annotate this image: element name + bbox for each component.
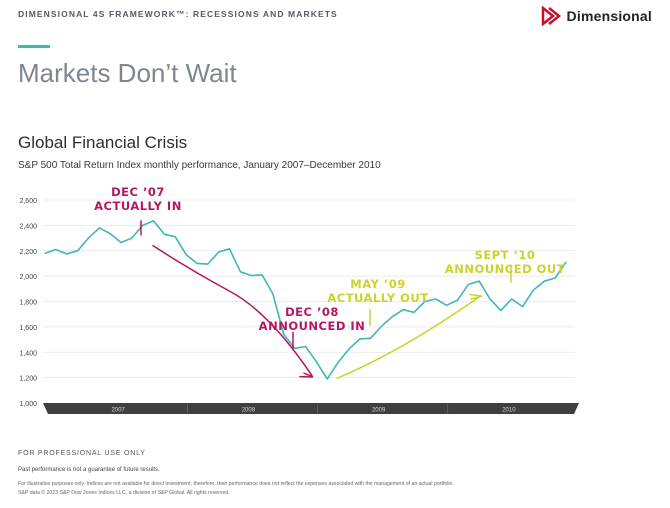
data-point — [131, 237, 133, 239]
data-point — [337, 361, 339, 363]
data-point — [120, 241, 122, 244]
data-point — [142, 224, 144, 226]
data-point — [554, 277, 556, 279]
data-point — [348, 348, 350, 350]
data-point — [185, 254, 187, 256]
data-point — [413, 311, 415, 313]
year-label: 2007 — [111, 408, 125, 414]
year-label: 2008 — [242, 408, 256, 414]
data-point — [532, 289, 535, 291]
annotation-label: ACTUALLY OUT — [327, 291, 428, 305]
annotation-label: ACTUALLY IN — [94, 199, 182, 213]
copyright-note: S&P data © 2023 S&P Dow Jones Indices LL… — [18, 490, 230, 496]
y-tick-label: 2,000 — [19, 274, 37, 281]
data-point — [55, 248, 57, 251]
data-point — [239, 271, 241, 273]
past-performance-note: Past performance is not a guarantee of f… — [18, 467, 160, 473]
data-point — [424, 300, 426, 303]
data-point — [315, 361, 317, 363]
decline-arrow — [152, 244, 313, 377]
data-point — [98, 227, 100, 229]
recovery-arrow — [336, 295, 481, 380]
data-point — [359, 338, 361, 340]
dimensional-logo-icon — [541, 6, 561, 26]
data-point — [456, 299, 459, 301]
data-point — [109, 233, 111, 235]
logo-text: Dimensional — [566, 8, 652, 24]
data-point — [446, 304, 448, 306]
data-point — [467, 283, 469, 285]
data-point — [435, 298, 437, 300]
data-point — [196, 262, 198, 264]
data-point — [294, 347, 296, 349]
sp500-line — [44, 220, 567, 380]
y-tick-label: 1,800 — [19, 300, 37, 307]
data-point — [522, 306, 524, 308]
data-point — [326, 378, 328, 380]
data-point — [218, 251, 220, 253]
data-point — [228, 248, 231, 250]
data-point — [77, 250, 79, 252]
professional-use-note: FOR PROFESSIONAL USE ONLY — [18, 450, 146, 457]
annotation-label: ANNOUNCED OUT — [445, 262, 565, 276]
y-tick-label: 1,600 — [19, 325, 37, 332]
decline-arrow-head — [299, 372, 314, 378]
data-point — [478, 280, 480, 282]
data-point — [543, 280, 545, 282]
data-point — [380, 325, 383, 327]
data-point — [152, 220, 155, 222]
data-point — [565, 261, 567, 263]
data-point — [163, 233, 165, 235]
chart-area: 1,000 1,200 1,400 1,600 1,800 2,000 2,200 2,400… — [19, 185, 579, 414]
chart-title: Global Financial Crisis — [18, 133, 188, 152]
page-title: Markets Don’t Wait — [18, 58, 237, 88]
year-label: 2009 — [372, 408, 386, 414]
data-point — [250, 274, 252, 277]
framework-title: DIMENSIONAL 4S FRAMEWORK™: RECESSIONS AN… — [18, 9, 338, 19]
data-point — [87, 237, 89, 239]
y-tick-label: 2,400 — [19, 223, 37, 230]
y-tick-label: 2,200 — [19, 249, 37, 256]
annotation-label: ANNOUNCED IN — [259, 319, 366, 333]
x-axis-band — [43, 403, 579, 414]
data-point — [391, 316, 393, 318]
data-point — [283, 333, 285, 336]
data-point — [370, 337, 372, 339]
year-label: 2010 — [502, 408, 516, 414]
annotation-label: DEC ’08 — [285, 305, 339, 319]
dimensional-logo: Dimensional — [541, 6, 652, 26]
annotation-label: MAY ’09 — [350, 277, 405, 291]
data-point — [511, 298, 513, 300]
chart-subtitle: S&P 500 Total Return Index monthly perfo… — [18, 160, 381, 171]
data-point — [261, 274, 263, 276]
y-tick-label: 1,000 — [19, 401, 37, 408]
y-tick-label: 2,600 — [19, 198, 37, 205]
annotation-label: DEC ’07 — [111, 185, 165, 199]
illustrative-note: For illustrative purposes only. Indices … — [18, 481, 454, 487]
data-point — [402, 309, 404, 311]
annotation-label: SEPT ’10 — [475, 248, 536, 262]
data-point — [500, 309, 502, 311]
data-point — [489, 298, 491, 300]
data-point — [304, 345, 307, 348]
data-point — [207, 263, 209, 265]
data-point — [44, 252, 46, 254]
data-point — [272, 293, 274, 295]
accent-rule — [18, 45, 50, 48]
data-point — [174, 236, 176, 238]
y-tick-label: 1,200 — [19, 376, 37, 383]
recovery-arrow-head — [469, 293, 483, 300]
data-point — [66, 253, 68, 255]
y-tick-label: 1,400 — [19, 350, 37, 357]
